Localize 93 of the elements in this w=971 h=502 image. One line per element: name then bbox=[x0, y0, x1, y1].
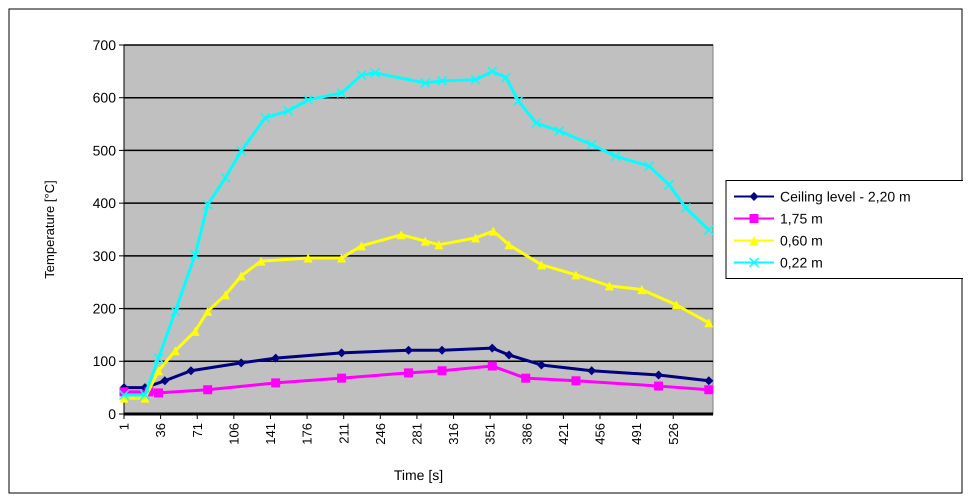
point bbox=[664, 179, 674, 190]
point bbox=[554, 126, 564, 136]
point bbox=[704, 376, 714, 386]
point bbox=[704, 224, 714, 236]
point bbox=[153, 352, 164, 364]
point bbox=[513, 96, 524, 106]
point bbox=[487, 66, 498, 77]
point bbox=[704, 318, 714, 328]
point bbox=[680, 202, 692, 214]
x-tick-label: 526 bbox=[666, 423, 681, 445]
point bbox=[536, 360, 546, 370]
x-axis-title: Time [s] bbox=[394, 467, 444, 483]
point bbox=[434, 240, 444, 250]
legend-label: 0,60 m bbox=[780, 232, 823, 248]
point bbox=[203, 385, 212, 394]
y-tick-label: 400 bbox=[92, 195, 116, 212]
point bbox=[672, 300, 681, 310]
point bbox=[186, 366, 196, 376]
point bbox=[160, 376, 170, 386]
point bbox=[610, 150, 621, 162]
y-tick-label: 600 bbox=[92, 90, 116, 106]
x-tick-label: 141 bbox=[263, 423, 278, 445]
point bbox=[471, 233, 480, 242]
x-tick-label: 386 bbox=[519, 423, 534, 445]
x-tick-label: 246 bbox=[372, 423, 388, 445]
x-tick-label: 211 bbox=[336, 423, 352, 444]
point bbox=[356, 241, 366, 250]
point bbox=[420, 236, 430, 246]
point bbox=[536, 260, 546, 270]
point bbox=[260, 112, 270, 123]
x-tick-label: 491 bbox=[629, 423, 644, 445]
x-tick-label: 71 bbox=[190, 423, 205, 438]
x-tick-label: 351 bbox=[482, 423, 498, 445]
y-tick-label: 100 bbox=[92, 353, 116, 370]
point bbox=[256, 256, 266, 266]
point bbox=[170, 306, 181, 316]
point bbox=[271, 354, 280, 363]
point bbox=[436, 76, 448, 86]
point bbox=[118, 390, 130, 400]
x-tick-label: 176 bbox=[300, 423, 315, 445]
point bbox=[220, 172, 231, 184]
x-tick-label: 456 bbox=[592, 423, 608, 445]
y-tick-label: 300 bbox=[92, 248, 116, 264]
point bbox=[504, 350, 514, 360]
x-tick-label: 421 bbox=[556, 423, 571, 445]
point bbox=[396, 230, 406, 240]
point bbox=[586, 139, 597, 150]
point bbox=[140, 390, 150, 400]
point bbox=[336, 88, 347, 98]
point bbox=[370, 68, 380, 78]
legend-label: 0,22 m bbox=[780, 254, 823, 270]
x-tick-label: 281 bbox=[409, 423, 424, 445]
point bbox=[470, 74, 481, 86]
point bbox=[504, 240, 514, 250]
point bbox=[420, 78, 431, 88]
point bbox=[438, 366, 447, 376]
y-tick-label: 500 bbox=[92, 142, 116, 158]
point bbox=[571, 376, 580, 386]
point bbox=[337, 253, 346, 262]
legend-label: 1,75 m bbox=[780, 210, 823, 226]
point bbox=[571, 270, 580, 280]
point bbox=[190, 250, 200, 260]
point bbox=[356, 70, 367, 80]
point bbox=[654, 382, 664, 391]
point bbox=[637, 285, 646, 294]
point bbox=[154, 388, 164, 398]
point bbox=[236, 358, 246, 368]
y-axis-title: Temperature [°C] bbox=[42, 180, 57, 279]
point bbox=[704, 385, 714, 394]
x-tick-label: 316 bbox=[446, 423, 462, 445]
point bbox=[644, 160, 654, 172]
point bbox=[203, 306, 212, 316]
point bbox=[271, 378, 280, 388]
point bbox=[521, 374, 530, 383]
point bbox=[302, 94, 314, 106]
point bbox=[404, 368, 414, 378]
point bbox=[530, 118, 542, 128]
point bbox=[304, 253, 313, 262]
x-tick-label: 1 bbox=[116, 423, 132, 430]
point bbox=[202, 199, 213, 210]
y-tick-label: 0 bbox=[108, 406, 116, 422]
point bbox=[283, 106, 294, 116]
point bbox=[604, 281, 614, 290]
point bbox=[500, 72, 512, 83]
y-tick-label: 200 bbox=[92, 300, 116, 316]
point bbox=[154, 366, 164, 376]
y-tick-label: 700 bbox=[92, 36, 116, 53]
legend-label: Ceiling level - 2,20 m bbox=[780, 188, 911, 204]
x-tick-label: 106 bbox=[226, 423, 242, 445]
point bbox=[236, 146, 246, 156]
point bbox=[488, 362, 497, 371]
point bbox=[337, 374, 346, 383]
x-tick-label: 36 bbox=[153, 423, 168, 438]
